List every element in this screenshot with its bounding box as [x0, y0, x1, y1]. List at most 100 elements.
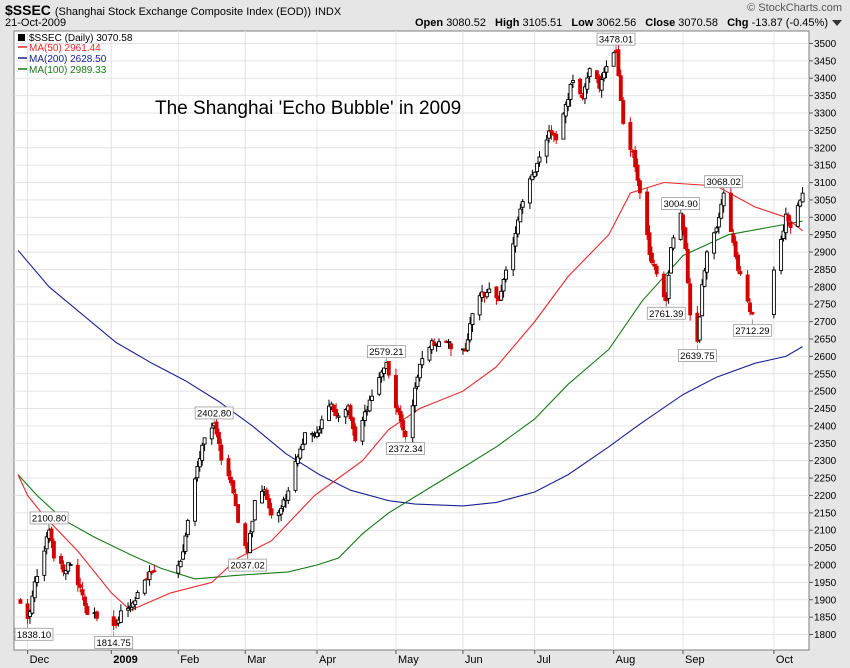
- candle: [348, 403, 353, 422]
- candle: [32, 576, 37, 602]
- candle: [427, 345, 432, 363]
- candle: [300, 438, 305, 451]
- price-annotation: 1838.10: [14, 623, 54, 641]
- x-tick-label: Dec: [30, 654, 50, 666]
- price-annotation: 1814.75: [94, 631, 134, 649]
- dropdown-triangle-icon[interactable]: [832, 20, 842, 26]
- annotation-label: 2712.29: [735, 326, 769, 337]
- candle: [83, 594, 87, 614]
- y-tick-label: 3300: [814, 109, 837, 120]
- candle: [594, 69, 599, 84]
- candle: [28, 609, 32, 624]
- candle: [669, 247, 673, 274]
- candle: [396, 405, 401, 415]
- legend-ma50: MA(50) 2961.44: [29, 43, 101, 54]
- candle: [269, 502, 274, 519]
- candle: [582, 83, 587, 105]
- candle: [295, 454, 300, 467]
- candle: [367, 395, 372, 413]
- candle: [185, 518, 190, 538]
- y-tick-label: 3050: [814, 195, 837, 206]
- quote-line: Open 3080.52 High 3105.51 Low 3062.56 Cl…: [409, 17, 828, 29]
- candle: [379, 369, 384, 383]
- candle: [449, 341, 453, 356]
- x-tick-label: Jul: [537, 654, 551, 666]
- y-tick-label: 2850: [814, 265, 837, 276]
- annotation-label: 3004.90: [663, 199, 697, 210]
- candle: [702, 267, 707, 288]
- candle: [685, 242, 690, 284]
- candle: [252, 499, 257, 522]
- legend-ma100: MA(100) 2989.33: [29, 65, 107, 76]
- candle: [719, 198, 724, 220]
- x-tick-label: Aug: [616, 654, 636, 666]
- candle: [178, 559, 183, 568]
- candle: [716, 212, 721, 234]
- candle: [571, 74, 575, 88]
- y-tick-label: 2750: [814, 300, 837, 311]
- candle: [293, 454, 298, 493]
- y-tick-label: 3500: [814, 39, 837, 50]
- brand-label[interactable]: © StockCharts.com: [747, 2, 842, 14]
- candle: [714, 226, 719, 234]
- candle: [511, 237, 516, 277]
- candle: [350, 416, 355, 436]
- y-tick-label: 3250: [814, 126, 837, 137]
- candle: [513, 226, 518, 253]
- candle: [527, 176, 532, 210]
- candle: [398, 405, 403, 428]
- candle: [264, 487, 269, 501]
- x-tick-label: Sep: [685, 654, 705, 666]
- candle: [563, 101, 568, 124]
- candle: [386, 360, 391, 379]
- candle: [745, 270, 750, 303]
- candle: [281, 496, 286, 512]
- y-tick-label: 3400: [814, 74, 837, 85]
- candle: [783, 207, 788, 241]
- ma200-line: [17, 249, 803, 507]
- candle: [260, 485, 264, 504]
- candle: [250, 520, 255, 538]
- candle: [518, 203, 523, 223]
- candle: [499, 284, 504, 302]
- candle: [382, 367, 386, 381]
- annotation-label: 2402.80: [197, 408, 231, 419]
- candle: [243, 521, 248, 549]
- candle: [415, 374, 420, 390]
- candle: [417, 363, 422, 382]
- candle: [63, 569, 68, 581]
- candle: [688, 278, 693, 321]
- candle: [78, 577, 83, 593]
- candle: [279, 505, 284, 522]
- price-annotation: 2402.80: [194, 406, 234, 423]
- candle: [432, 338, 437, 347]
- candle: [532, 171, 537, 179]
- close-label: Close: [645, 17, 676, 29]
- candle: [515, 216, 520, 238]
- candle: [728, 186, 733, 233]
- y-tick-label: 2800: [814, 282, 837, 293]
- annotation-label: 1838.10: [17, 630, 51, 641]
- y-tick-label: 3150: [814, 161, 837, 172]
- candle: [401, 414, 406, 438]
- chg-label: Chg: [727, 17, 749, 29]
- candle: [150, 570, 154, 575]
- y-tick-label: 3200: [814, 143, 837, 154]
- candle: [310, 431, 315, 443]
- y-tick-label: 1900: [814, 595, 837, 606]
- candle: [133, 596, 138, 611]
- candle: [786, 212, 791, 227]
- candle: [628, 117, 633, 157]
- open-label: Open: [415, 17, 444, 29]
- candle: [111, 610, 116, 630]
- y-tick-label: 3350: [814, 91, 837, 102]
- candle: [654, 263, 659, 278]
- y-tick-label: 2350: [814, 439, 837, 450]
- candle: [537, 151, 542, 167]
- candle: [733, 236, 738, 260]
- x-axis: Dec 2009 Feb Mar Apr May Jun Jul Aug Sep Oct: [27, 650, 793, 666]
- index-name: (Shanghai Stock Exchange Composite Index…: [54, 6, 311, 18]
- legend: $SSEC (Daily) 3070.58 MA(50) 2961.44 MA(…: [18, 33, 133, 76]
- price-annotation: 2372.34: [386, 437, 425, 455]
- x-tick-label: Apr: [319, 654, 336, 666]
